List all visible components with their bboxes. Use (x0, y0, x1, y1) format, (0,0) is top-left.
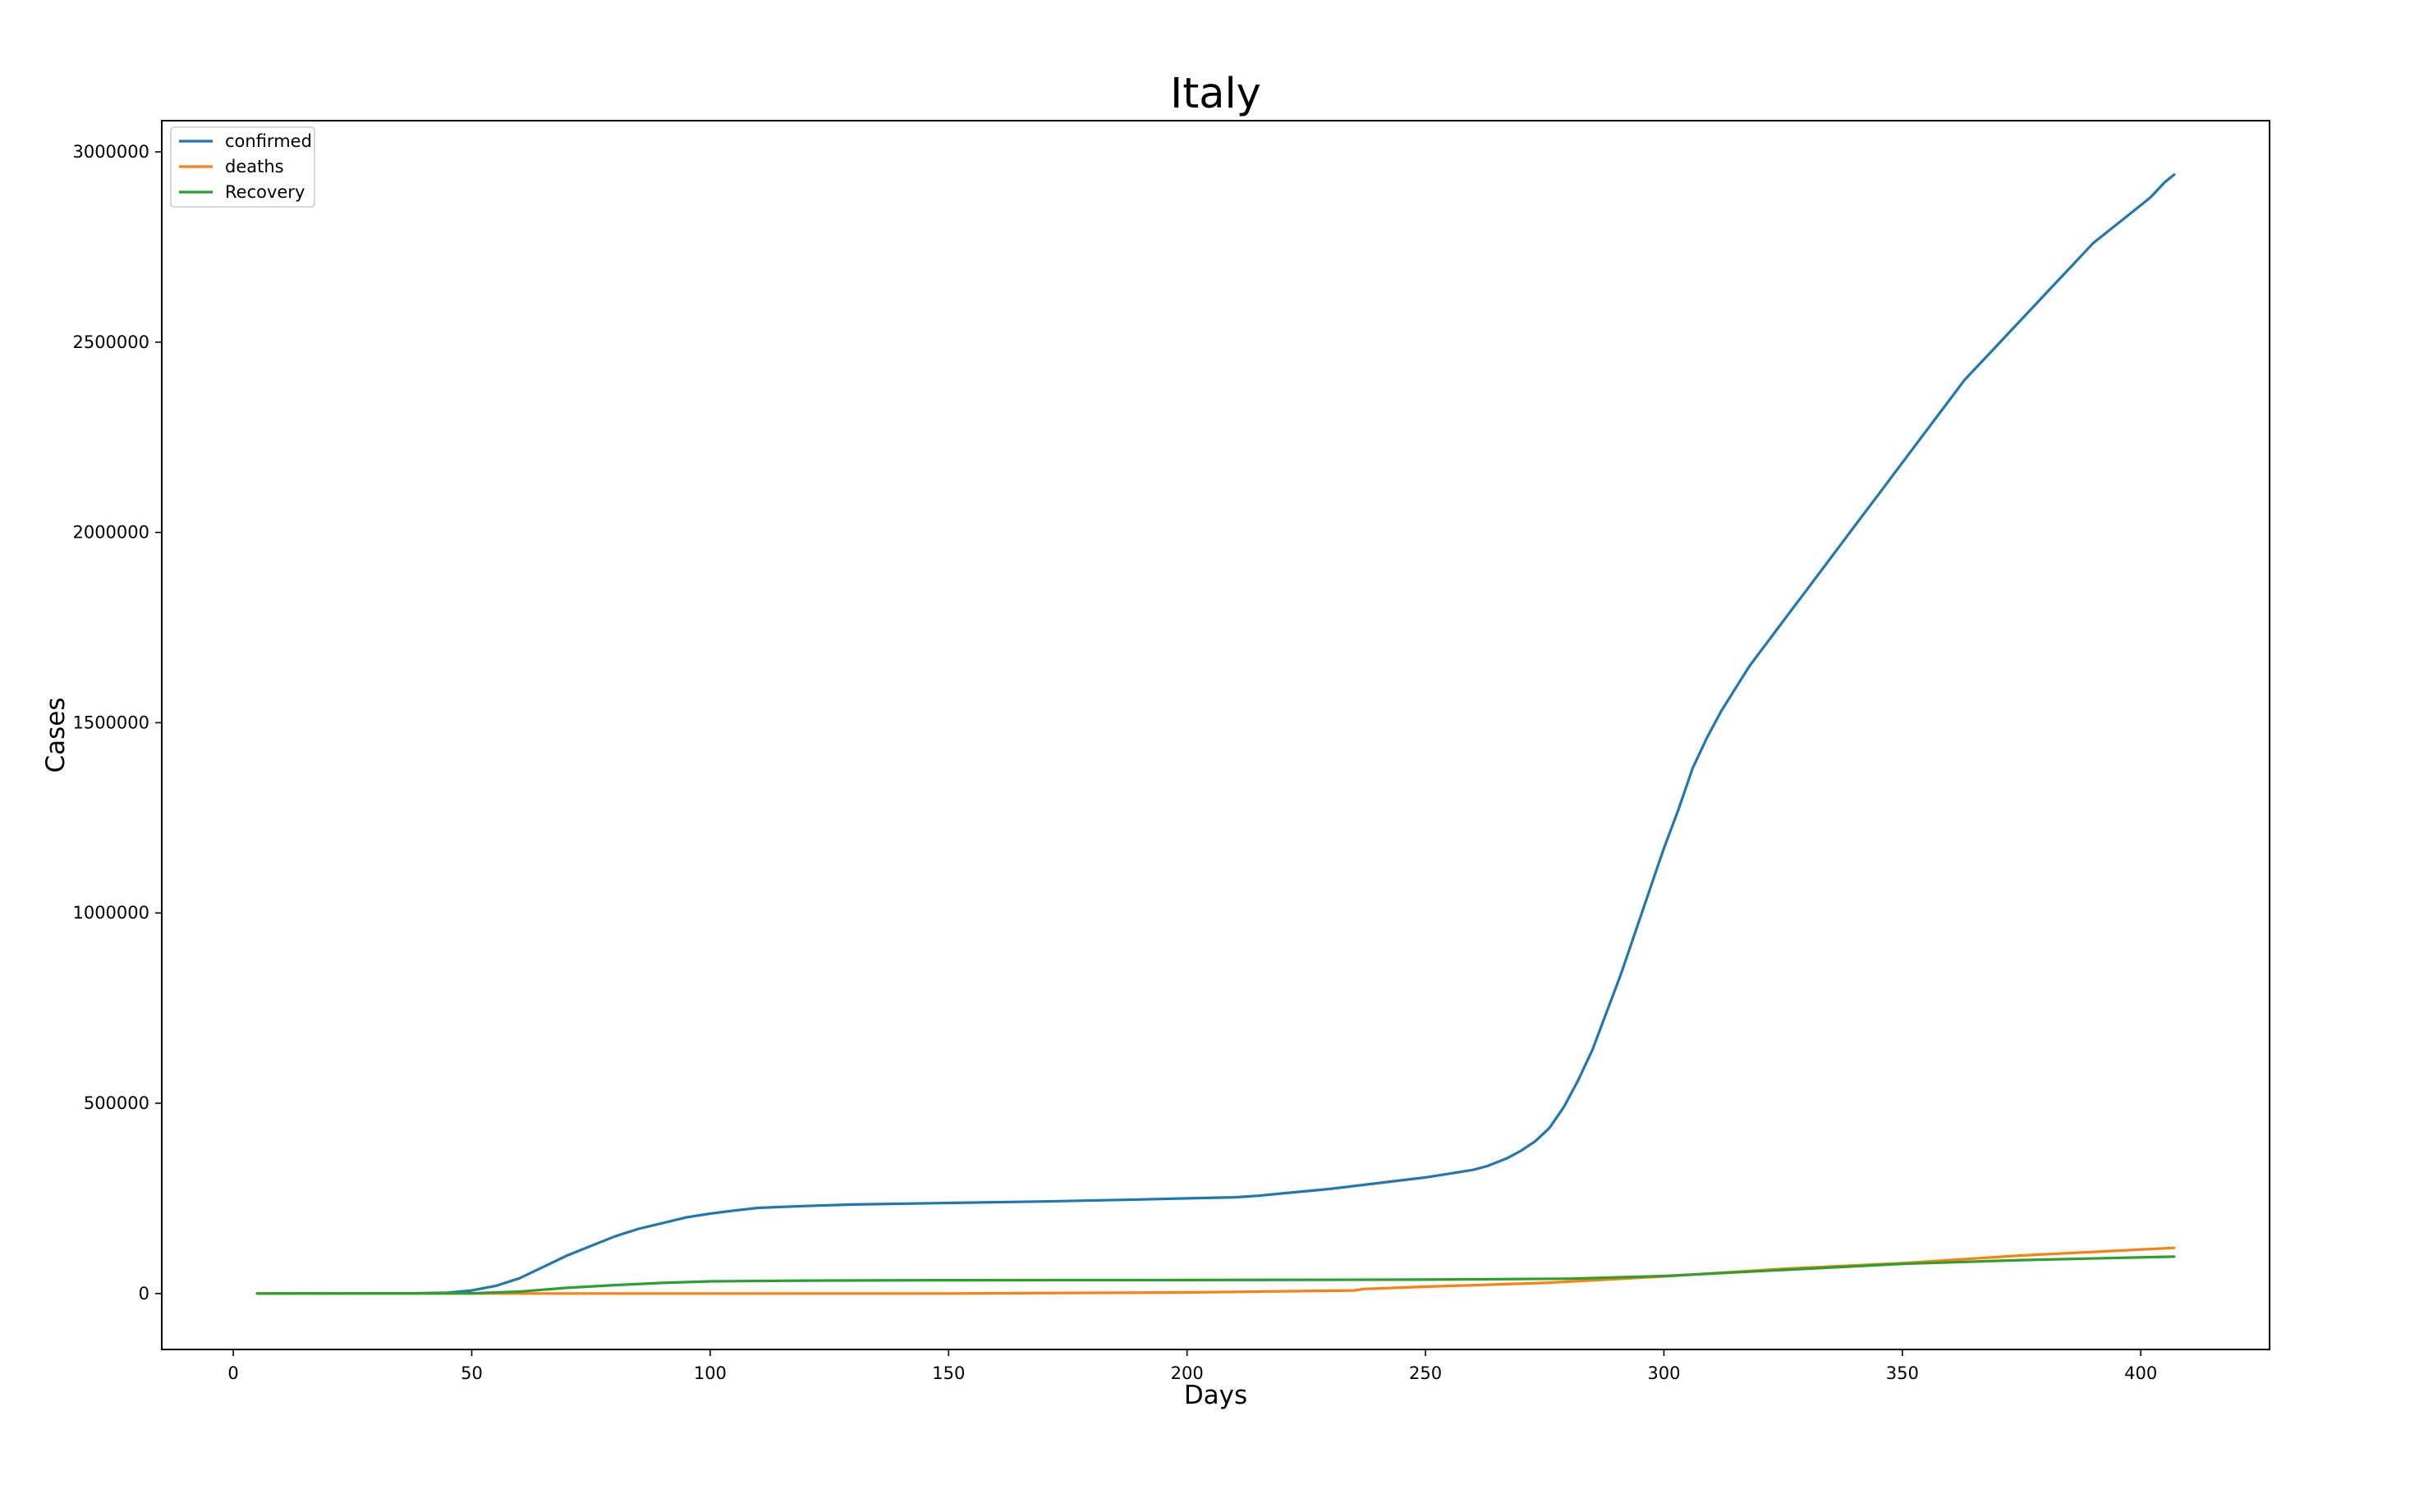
x-tick-label: 200 (1171, 1363, 1204, 1383)
plot-area: 0 50 100 150 200 250 300 350 400 0 500000 1000000 15… (72, 120, 2270, 1383)
y-axis-label: Cases (41, 697, 71, 772)
y-tick-label: 1500000 (72, 712, 149, 732)
plot-frame (161, 120, 2270, 1350)
series-line-confirmed (255, 173, 2176, 1295)
x-axis-label: Days (1184, 1381, 1247, 1410)
x-tick-label: 100 (694, 1363, 727, 1383)
x-tick-label: 250 (1409, 1363, 1442, 1383)
x-tick-label: 300 (1647, 1363, 1680, 1383)
y-tick-label: 1000000 (72, 903, 149, 923)
x-tick-label: 150 (932, 1363, 965, 1383)
legend-label-confirmed: confirmed (225, 131, 312, 151)
y-tick-label: 0 (139, 1284, 149, 1304)
legend: confirmed deaths Recovery (170, 126, 315, 208)
x-tick-label: 350 (1886, 1363, 1919, 1383)
y-tick-label: 500000 (84, 1093, 149, 1113)
legend-label-deaths: deaths (225, 157, 284, 176)
legend-label-recovery: Recovery (225, 182, 305, 202)
y-tick-label: 3000000 (72, 142, 149, 162)
x-tick-label: 0 (227, 1363, 238, 1383)
chart-title: Italy (1170, 70, 1261, 118)
legend-box (170, 126, 315, 208)
y-tick-label: 2000000 (72, 523, 149, 543)
x-tick-label: 50 (461, 1363, 483, 1383)
series-line-recovery (255, 1255, 2176, 1295)
x-tick-label: 400 (2124, 1363, 2157, 1383)
y-tick-label: 2500000 (72, 332, 149, 352)
